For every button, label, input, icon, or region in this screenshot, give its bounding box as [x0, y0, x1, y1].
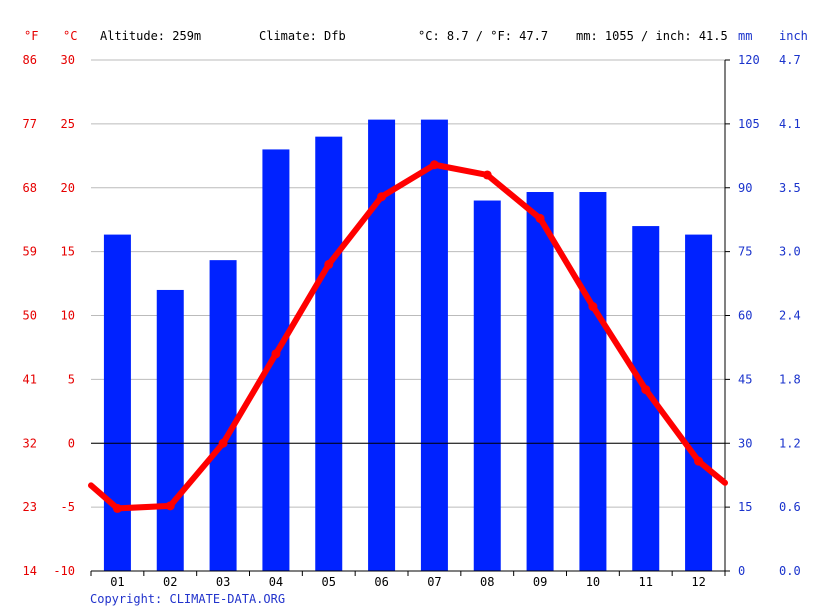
mm-tick-label: 30	[738, 436, 752, 450]
temperature-point	[535, 213, 545, 223]
temperature-point	[429, 160, 439, 170]
precipitation-bar	[420, 119, 448, 571]
precipitation-bar	[315, 136, 343, 571]
celsius-tick-label: 5	[68, 372, 75, 386]
temperature-point	[641, 385, 651, 395]
unit-inch-label: inch	[779, 29, 808, 43]
copyright-text: Copyright: CLIMATE-DATA.ORG	[90, 592, 286, 606]
celsius-tick-label: 0	[68, 436, 75, 450]
precipitation-bar	[685, 234, 713, 571]
mm-tick-label: 90	[738, 181, 752, 195]
inch-tick-label: 4.1	[779, 117, 801, 131]
precipitation-bar	[209, 260, 237, 571]
precip-total-label: mm: 1055 / inch: 41.5	[576, 29, 728, 43]
precipitation-bar	[473, 200, 501, 571]
precipitation-bar	[526, 192, 554, 571]
celsius-tick-label: 30	[61, 53, 75, 67]
month-label: 09	[533, 575, 547, 589]
temperature-point	[377, 192, 387, 202]
celsius-tick-label: 10	[61, 309, 75, 323]
grid-lines	[91, 59, 725, 508]
climate-label: Climate: Dfb	[259, 29, 346, 43]
month-label: 08	[480, 575, 494, 589]
mm-tick-label: 45	[738, 372, 752, 386]
month-label: 06	[374, 575, 388, 589]
month-label: 12	[691, 575, 705, 589]
precipitation-bar	[103, 234, 131, 571]
celsius-tick-label: -10	[53, 564, 75, 578]
inch-tick-label: 1.8	[779, 372, 801, 386]
inch-tick-label: 3.5	[779, 181, 801, 195]
mm-tick-label: 105	[738, 117, 760, 131]
temperature-point	[694, 456, 704, 466]
unit-celsius-label: °C	[63, 29, 77, 43]
month-label: 11	[639, 575, 653, 589]
fahrenheit-tick-label: 68	[23, 181, 37, 195]
temperature-point	[324, 259, 334, 269]
month-label: 02	[163, 575, 177, 589]
inch-tick-label: 0.6	[779, 500, 801, 514]
celsius-tick-label: 25	[61, 117, 75, 131]
inch-tick-label: 3.0	[779, 245, 801, 259]
altitude-label: Altitude: 259m	[100, 29, 201, 43]
unit-fahrenheit-label: °F	[24, 29, 38, 43]
precipitation-bar	[262, 149, 290, 572]
axis-labels: 14 -10 0 0.023 -5 15 0.632 0 30 1.241 5 45 1.850 10 60…	[23, 53, 801, 589]
fahrenheit-tick-label: 32	[23, 436, 37, 450]
month-label: 01	[110, 575, 124, 589]
temperature-point	[218, 438, 228, 448]
temperature-point	[271, 349, 281, 359]
fahrenheit-tick-label: 41	[23, 372, 37, 386]
precipitation-bars	[103, 119, 713, 572]
fahrenheit-tick-label: 14	[23, 564, 37, 578]
fahrenheit-tick-label: 23	[23, 500, 37, 514]
temperature-line	[88, 160, 728, 513]
precipitation-bar	[368, 119, 396, 571]
fahrenheit-tick-label: 50	[23, 309, 37, 323]
fahrenheit-tick-label: 86	[23, 53, 37, 67]
mm-tick-label: 0	[738, 564, 745, 578]
mm-tick-label: 120	[738, 53, 760, 67]
precipitation-bar	[579, 192, 607, 571]
mm-tick-label: 60	[738, 309, 752, 323]
celsius-tick-label: -5	[61, 500, 75, 514]
mm-tick-label: 75	[738, 245, 752, 259]
temperature-point	[112, 503, 122, 513]
unit-mm-label: mm	[738, 29, 752, 43]
inch-tick-label: 4.7	[779, 53, 801, 67]
month-label: 07	[427, 575, 441, 589]
month-label: 10	[586, 575, 600, 589]
temperature-point	[482, 170, 492, 180]
temperature-point	[165, 501, 175, 511]
celsius-tick-label: 20	[61, 181, 75, 195]
precipitation-bar	[156, 289, 184, 571]
temperature-point	[588, 302, 598, 312]
month-label: 03	[216, 575, 230, 589]
month-label: 05	[322, 575, 336, 589]
temp-average-label: °C: 8.7 / °F: 47.7	[418, 29, 548, 43]
fahrenheit-tick-label: 59	[23, 245, 37, 259]
inch-tick-label: 1.2	[779, 436, 801, 450]
celsius-tick-label: 15	[61, 245, 75, 259]
month-label: 04	[269, 575, 283, 589]
inch-tick-label: 2.4	[779, 309, 801, 323]
inch-tick-label: 0.0	[779, 564, 801, 578]
fahrenheit-tick-label: 77	[23, 117, 37, 131]
mm-tick-label: 15	[738, 500, 752, 514]
temperature-line-path	[88, 161, 728, 512]
